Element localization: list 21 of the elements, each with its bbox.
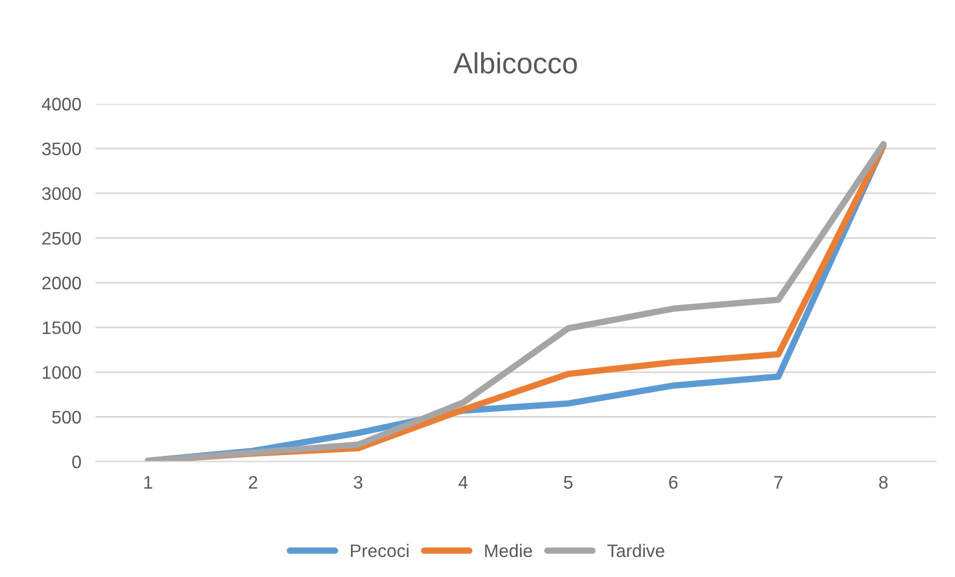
x-tick-label: 3 bbox=[354, 476, 362, 489]
legend-label: Medie bbox=[485, 544, 532, 558]
legend-label: Precoci bbox=[350, 544, 408, 558]
y-tick-label: 4000 bbox=[42, 98, 81, 111]
x-tick-label: 8 bbox=[879, 476, 888, 489]
x-tick-label: 6 bbox=[669, 476, 678, 489]
x-tick-label: 7 bbox=[774, 476, 782, 489]
y-tick-label: 1000 bbox=[42, 366, 81, 379]
y-tick-label: 500 bbox=[52, 410, 81, 424]
x-tick-label: 2 bbox=[248, 476, 258, 489]
chart-title: Albicocco bbox=[453, 52, 577, 74]
x-tick-label: 1 bbox=[144, 476, 152, 489]
x-tick-label: 5 bbox=[564, 476, 572, 489]
y-tick-label: 3000 bbox=[42, 187, 81, 200]
y-tick-label: 0 bbox=[72, 456, 81, 468]
x-tick-label: 4 bbox=[458, 476, 468, 489]
legend-label: Tardive bbox=[607, 544, 664, 558]
y-tick-label: 3500 bbox=[42, 142, 81, 156]
y-tick-label: 2500 bbox=[42, 232, 81, 245]
y-tick-label: 1500 bbox=[42, 321, 81, 334]
y-tick-label: 2000 bbox=[42, 276, 81, 290]
